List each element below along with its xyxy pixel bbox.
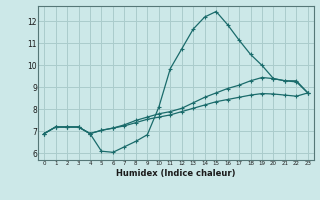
X-axis label: Humidex (Indice chaleur): Humidex (Indice chaleur) — [116, 169, 236, 178]
